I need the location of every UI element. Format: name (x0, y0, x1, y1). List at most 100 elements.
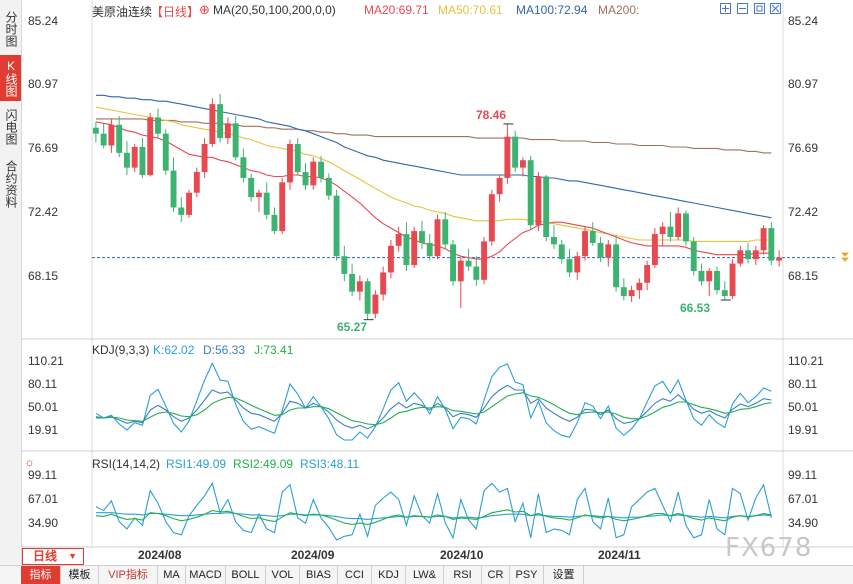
price-axis-label: 72.42 (788, 205, 819, 219)
candle-body (395, 234, 402, 246)
candle-body (457, 260, 464, 282)
candle-body (768, 228, 775, 261)
rsi1-line (95, 481, 772, 541)
candle-body (131, 146, 138, 168)
candle-body (318, 161, 324, 178)
sun-icon[interactable]: ☼ (24, 455, 35, 469)
period-selector-label: 日线 (33, 549, 58, 563)
candle-body (651, 234, 658, 266)
kdj-d-value: D:56.33 (203, 343, 246, 357)
cr-tab[interactable]: CR (482, 566, 510, 584)
candle-body (224, 123, 231, 139)
candle-body (294, 144, 301, 173)
candle-body (341, 256, 348, 274)
candle-body (123, 152, 130, 168)
close-icon[interactable] (770, 3, 781, 14)
kdj-tab[interactable]: KDJ (372, 566, 406, 584)
tab-kline-chart[interactable]: K线图 (0, 55, 21, 101)
kdj-axis-label-left: 110.21 (28, 354, 64, 368)
cci-tab[interactable]: CCI (338, 566, 372, 584)
candle-body (201, 144, 208, 173)
chart-mode-sidebar: 分时图 K线图 闪电图 合约资料 (0, 0, 22, 565)
candle-body (279, 182, 286, 232)
candle-body (434, 219, 441, 257)
tab-intraday-chart[interactable]: 分时图 (4, 11, 18, 47)
candle-body (636, 282, 643, 291)
rsi-axis-label: 99.11 (788, 468, 818, 482)
settings-tab[interactable]: 设置 (544, 566, 584, 584)
zoom-out-icon[interactable] (737, 3, 748, 14)
candle-body (589, 231, 596, 243)
rsi2-line (95, 509, 772, 526)
candle-body (698, 270, 705, 282)
candle-body (186, 192, 193, 215)
price-axis-label-left: 68.15 (28, 269, 59, 283)
period-selector[interactable]: 日线 ▼ (22, 548, 84, 565)
ma100-line (95, 94, 772, 219)
indicator-tab[interactable]: 指标 (21, 566, 61, 584)
bias-tab[interactable]: BIAS (300, 566, 338, 584)
candle-body (333, 195, 340, 257)
psy-tab[interactable]: PSY (510, 566, 544, 584)
date-axis-label: 2024/09 (291, 548, 335, 562)
zoom-in-icon[interactable] (720, 3, 731, 14)
candle-body (488, 194, 495, 242)
ma50-value: MA50:70.61 (438, 3, 503, 17)
kdj-axis-label: 19.91 (788, 423, 819, 437)
candle-body (473, 266, 480, 280)
candle-body (155, 117, 161, 134)
boll-tab[interactable]: BOLL (226, 566, 266, 584)
low-price-annotation: 65.27 (337, 320, 368, 334)
kdj-axis-label-left: 50.01 (28, 400, 59, 414)
last-price-marker (841, 252, 849, 262)
candle-body (582, 231, 588, 257)
price-axis-label: 68.15 (788, 269, 819, 283)
kdj-axis-label: 80.11 (788, 377, 818, 391)
date-axis-label: 2024/10 (440, 548, 484, 562)
rsi-tab[interactable]: RSI (444, 566, 482, 584)
candle-body (302, 172, 309, 186)
kdj-j-value: J:73.41 (254, 343, 294, 357)
expand-icon[interactable] (754, 3, 765, 14)
candle-body (92, 127, 99, 134)
candle-body (240, 157, 247, 178)
candle-body (232, 123, 239, 158)
candle-body (760, 228, 767, 251)
candle-body (706, 270, 713, 282)
price-axis-label: 80.97 (788, 77, 819, 91)
candle-body (450, 244, 456, 282)
candle-body (682, 213, 689, 242)
candle-body (659, 226, 666, 235)
candle-body (380, 272, 387, 295)
candle-body (496, 177, 503, 195)
vol-tab[interactable]: VOL (266, 566, 300, 584)
rsi-axis-label-left: 34.90 (28, 516, 59, 530)
ma-tab[interactable]: MA (158, 566, 186, 584)
tab-lightning-chart[interactable]: 闪电图 (4, 109, 18, 145)
kdj-params-label: KDJ(9,3,3) (92, 343, 150, 357)
candle-body (690, 241, 697, 271)
lwr-tab[interactable]: LW& (406, 566, 444, 584)
candle-body (543, 176, 550, 237)
rsi-axis-label: 34.90 (788, 516, 819, 530)
kdj-k-line (95, 384, 772, 430)
candle-body (776, 257, 783, 261)
macd-tab[interactable]: MACD (186, 566, 226, 584)
candle-body (193, 172, 200, 193)
ma50-line (95, 106, 772, 242)
settings-icon[interactable]: ⊕ (199, 2, 210, 17)
chevron-down-icon: ▼ (68, 551, 77, 561)
candle-body (364, 281, 371, 314)
ma200-value: MA200: (598, 3, 640, 17)
candle-body (675, 213, 682, 237)
price-axis-label: 76.69 (788, 141, 819, 155)
candle-body (729, 263, 736, 297)
tab-contract-info[interactable]: 合约资料 (4, 160, 18, 208)
vip-indicator-tab[interactable]: VIP指标 (99, 566, 158, 584)
template-tab[interactable]: 模板 (61, 566, 99, 584)
candle-body (116, 124, 123, 153)
indicator-toolbar: 指标 模板 VIP指标 MA MACD BOLL VOL BIAS CCI KD… (0, 565, 853, 584)
kline-chart-area[interactable] (0, 0, 853, 565)
candle-body (255, 192, 262, 198)
candle-body (372, 294, 379, 314)
